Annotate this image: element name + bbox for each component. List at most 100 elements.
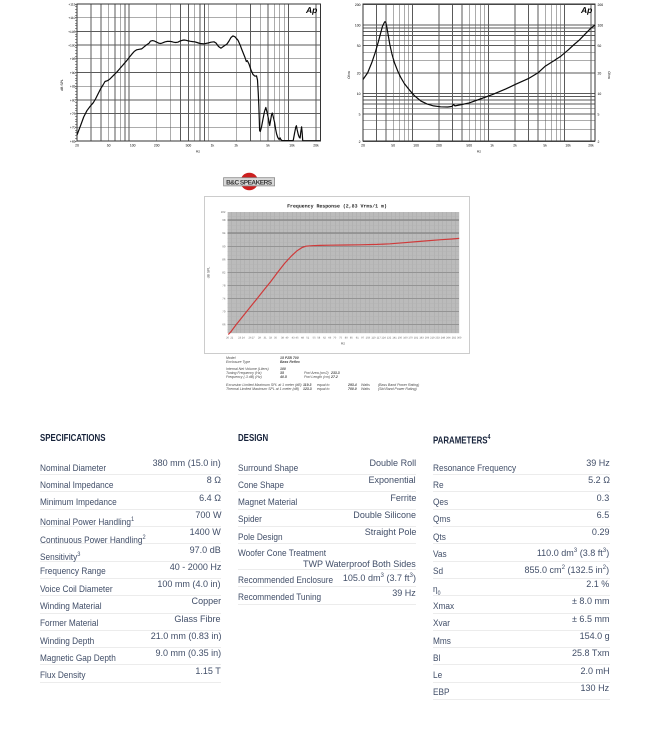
svg-text:50: 50 xyxy=(107,144,111,148)
svg-text:66: 66 xyxy=(222,322,226,326)
svg-text:200: 200 xyxy=(598,3,604,7)
svg-text:Frequency Response (2,83 Vrms/: Frequency Response (2,83 Vrms/1 m) xyxy=(287,204,387,210)
svg-text:160: 160 xyxy=(403,337,408,340)
svg-text:Hz: Hz xyxy=(196,150,200,154)
svg-text:Ap: Ap xyxy=(580,5,592,15)
svg-text:200: 200 xyxy=(154,144,160,148)
svg-text:132: 132 xyxy=(387,337,392,340)
svg-text:233: 233 xyxy=(435,337,440,340)
svg-text:29: 29 xyxy=(258,337,261,340)
svg-text:90: 90 xyxy=(222,244,226,248)
svg-text:33: 33 xyxy=(269,337,272,340)
svg-text:B&C SPEAKERS: B&C SPEAKERS xyxy=(226,179,273,186)
svg-text:+75: +75 xyxy=(70,112,76,116)
svg-text:85: 85 xyxy=(350,337,353,340)
svg-text:1k: 1k xyxy=(211,144,215,148)
svg-text:70: 70 xyxy=(333,337,336,340)
svg-text:100: 100 xyxy=(413,144,419,148)
svg-text:100: 100 xyxy=(130,144,136,148)
svg-text:+95: +95 xyxy=(70,57,76,61)
svg-text:40: 40 xyxy=(285,337,288,340)
svg-text:20k: 20k xyxy=(588,144,594,148)
svg-text:219: 219 xyxy=(430,337,435,340)
svg-text:110: 110 xyxy=(371,337,376,340)
svg-text:38: 38 xyxy=(281,337,284,340)
svg-text:Ohm: Ohm xyxy=(607,71,611,79)
svg-text:500: 500 xyxy=(186,144,192,148)
svg-text:20k: 20k xyxy=(313,144,319,148)
svg-text:50: 50 xyxy=(357,44,361,48)
svg-text:10k: 10k xyxy=(289,144,295,148)
svg-text:82: 82 xyxy=(222,270,226,274)
svg-text:dB SPL: dB SPL xyxy=(207,267,211,279)
svg-text:58: 58 xyxy=(317,337,320,340)
svg-text:+100: +100 xyxy=(68,44,76,48)
svg-text:21: 21 xyxy=(230,337,233,340)
svg-text:75: 75 xyxy=(339,337,342,340)
svg-text:50: 50 xyxy=(391,144,395,148)
svg-text:78: 78 xyxy=(222,283,226,287)
svg-text:100: 100 xyxy=(598,23,604,27)
svg-text:102: 102 xyxy=(221,210,226,214)
svg-text:5k: 5k xyxy=(266,144,270,148)
svg-text:Hz: Hz xyxy=(341,342,345,346)
svg-text:+65: +65 xyxy=(70,139,76,143)
svg-text:20: 20 xyxy=(598,71,602,75)
svg-text:97: 97 xyxy=(361,337,364,340)
svg-text:Ap: Ap xyxy=(305,5,317,15)
svg-text:Hz: Hz xyxy=(477,150,481,154)
svg-text:+80: +80 xyxy=(70,98,76,102)
svg-text:98: 98 xyxy=(222,218,226,222)
svg-text:70: 70 xyxy=(222,309,226,313)
svg-text:48: 48 xyxy=(301,337,304,340)
svg-text:20: 20 xyxy=(361,144,365,148)
svg-text:5k: 5k xyxy=(543,144,547,148)
svg-text:+70: +70 xyxy=(70,126,76,130)
svg-text:+110: +110 xyxy=(68,16,75,20)
svg-text:66: 66 xyxy=(328,337,331,340)
svg-text:2k: 2k xyxy=(235,144,239,148)
svg-text:23: 23 xyxy=(238,337,241,340)
svg-text:+90: +90 xyxy=(70,71,76,75)
svg-text:181: 181 xyxy=(414,337,419,340)
svg-text:86: 86 xyxy=(222,257,226,261)
svg-text:26: 26 xyxy=(249,337,252,340)
svg-text:43: 43 xyxy=(292,337,295,340)
svg-text:62: 62 xyxy=(323,337,326,340)
svg-text:200: 200 xyxy=(436,144,442,148)
svg-text:5: 5 xyxy=(598,113,600,117)
svg-text:10: 10 xyxy=(357,92,361,96)
svg-text:+85: +85 xyxy=(70,85,76,89)
svg-text:24: 24 xyxy=(242,337,245,340)
svg-text:2k: 2k xyxy=(513,144,517,148)
svg-text:103: 103 xyxy=(366,337,371,340)
svg-text:27: 27 xyxy=(252,337,255,340)
svg-text:10: 10 xyxy=(598,92,602,96)
svg-text:141: 141 xyxy=(392,337,397,340)
svg-text:20: 20 xyxy=(357,71,361,75)
svg-text:dB SPL: dB SPL xyxy=(60,79,64,91)
svg-text:10k: 10k xyxy=(565,144,571,148)
svg-text:500: 500 xyxy=(466,144,472,148)
svg-text:282: 282 xyxy=(452,337,457,340)
svg-text:55: 55 xyxy=(313,337,316,340)
svg-text:20: 20 xyxy=(226,337,229,340)
svg-text:248: 248 xyxy=(441,337,446,340)
svg-text:20: 20 xyxy=(75,144,79,148)
svg-text:50: 50 xyxy=(598,44,602,48)
svg-text:1k: 1k xyxy=(490,144,494,148)
svg-text:117: 117 xyxy=(377,337,382,340)
svg-text:206: 206 xyxy=(425,337,430,340)
svg-text:31: 31 xyxy=(264,337,267,340)
svg-text:100: 100 xyxy=(355,23,361,27)
svg-text:150: 150 xyxy=(398,337,403,340)
svg-text:91: 91 xyxy=(356,337,359,340)
svg-text:74: 74 xyxy=(222,296,226,300)
svg-text:80: 80 xyxy=(345,337,348,340)
svg-text:124: 124 xyxy=(381,337,386,340)
svg-text:45: 45 xyxy=(296,337,299,340)
svg-text:35: 35 xyxy=(274,337,277,340)
svg-text:5: 5 xyxy=(359,113,361,117)
svg-text:+105: +105 xyxy=(68,30,76,34)
svg-text:2: 2 xyxy=(359,140,361,144)
